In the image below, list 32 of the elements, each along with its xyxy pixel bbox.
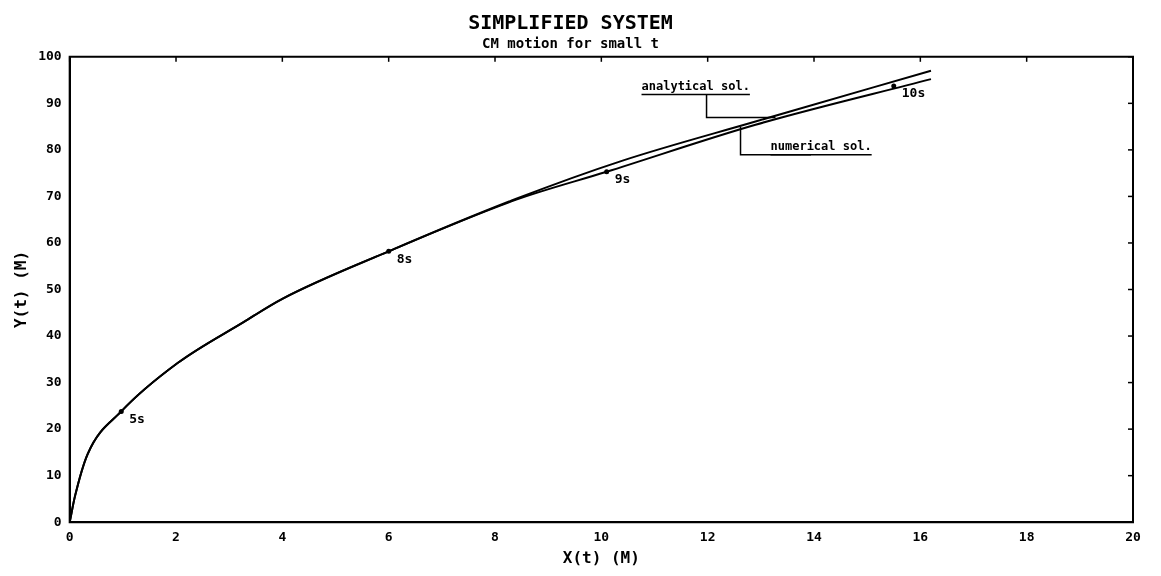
text: analytical sol. [641, 78, 750, 93]
x-tick-label: 10 [593, 529, 610, 545]
y-axis-title: Y(t) (M) [10, 250, 30, 329]
y-tick-label: 20 [46, 420, 62, 436]
x-tick-label: 14 [806, 529, 822, 545]
series-label: numerical sol. [770, 138, 872, 153]
x-tick-label: 20 [1125, 529, 1141, 545]
y-tick-label: 50 [46, 280, 62, 296]
y-tick-label: 80 [46, 141, 62, 157]
chart-subtitle: CM motion for small t [481, 35, 660, 52]
y-tick-label: 10 [46, 467, 62, 483]
x-tick-label: 0 [65, 529, 74, 545]
y-tick-label: 0 [53, 513, 62, 529]
x-tick-label: 6 [384, 529, 393, 545]
annotation: 9s [614, 171, 631, 187]
annotation: 10s [901, 85, 926, 101]
y-tick-label: 30 [46, 373, 62, 389]
chart-title: SIMPLIFIED SYSTEM [468, 10, 673, 35]
y-tick-label: 70 [46, 187, 62, 203]
x-tick-label: 18 [1018, 529, 1035, 545]
x-tick-label: 16 [912, 529, 929, 545]
y-tick-label: 90 [46, 94, 62, 110]
y-tick-label: 40 [46, 327, 62, 343]
annotation: 5s [129, 410, 145, 426]
y-tick-label: 60 [46, 234, 62, 250]
x-tick-label: 4 [278, 529, 287, 545]
x-tick-label: 8 [491, 529, 500, 545]
x-axis-title: X(t) (M) [562, 547, 640, 567]
annotation: 8s [396, 250, 413, 266]
x-tick-label: 12 [699, 529, 716, 545]
x-tick-label: 2 [172, 529, 180, 545]
y-tick-label: 100 [38, 48, 62, 64]
